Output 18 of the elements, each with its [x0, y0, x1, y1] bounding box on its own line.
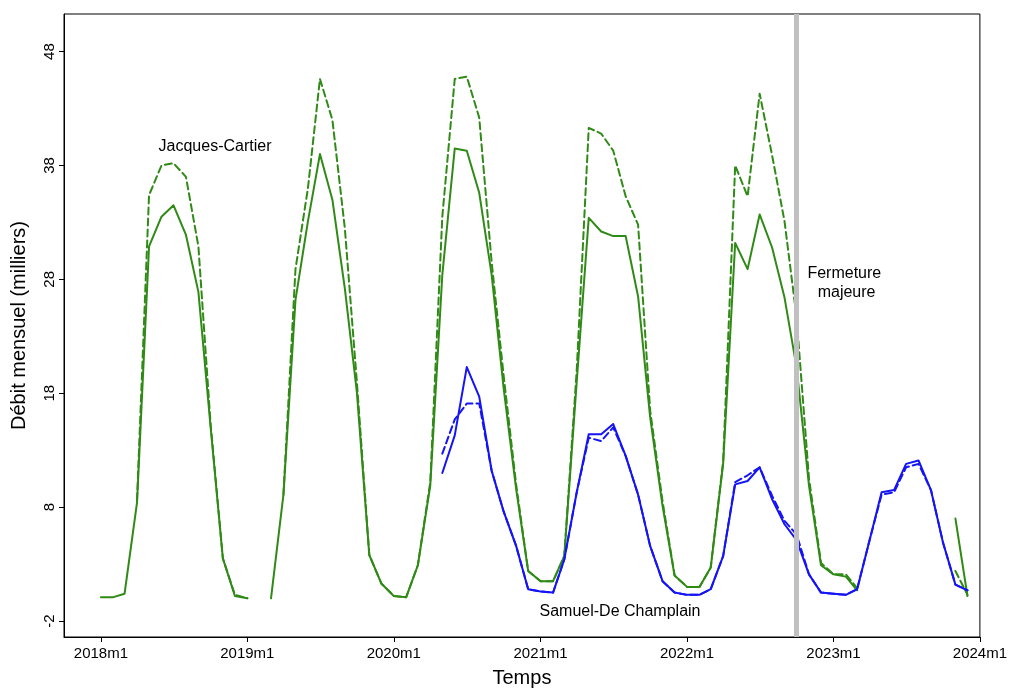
x-tick-label: 2022m1	[659, 644, 715, 661]
ref-line-label: Fermeture majeure	[807, 263, 886, 300]
x-tick-label: 2020m1	[366, 644, 421, 661]
y-tick-label: 8	[40, 502, 57, 512]
x-tick-label: 2019m1	[220, 644, 275, 661]
x-tick-label: 2018m1	[73, 644, 129, 661]
y-tick-label: -2	[40, 614, 57, 628]
y-tick-label: 48	[40, 43, 57, 60]
series-label: Samuel-De Champlain	[539, 601, 701, 619]
y-axis-title: Débit mensuel (milliers)	[7, 221, 29, 430]
y-tick-label: 28	[40, 271, 57, 288]
y-tick-label: 18	[40, 384, 57, 402]
x-tick-label: 2023m1	[806, 644, 861, 661]
x-axis-title: Temps	[492, 666, 552, 688]
series-label: Jacques-Cartier	[158, 136, 273, 154]
x-tick-label: 2021m1	[513, 644, 568, 661]
y-tick-label: 38	[40, 157, 57, 174]
x-tick-label: 2024m1	[952, 644, 1008, 661]
